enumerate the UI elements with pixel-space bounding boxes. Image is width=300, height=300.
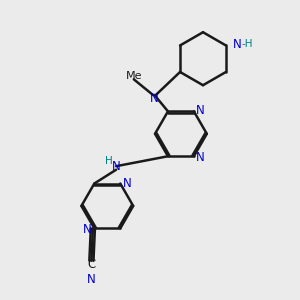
Text: N: N xyxy=(87,272,96,286)
Text: N: N xyxy=(196,151,205,164)
Text: H: H xyxy=(105,156,113,166)
Text: Me: Me xyxy=(126,71,142,81)
Text: N: N xyxy=(112,160,121,173)
Text: N: N xyxy=(232,38,241,50)
Text: N: N xyxy=(150,92,159,105)
Text: N: N xyxy=(83,224,92,236)
Text: -H: -H xyxy=(242,39,253,49)
Text: N: N xyxy=(196,104,205,117)
Text: C: C xyxy=(87,258,95,271)
Text: N: N xyxy=(123,177,131,190)
